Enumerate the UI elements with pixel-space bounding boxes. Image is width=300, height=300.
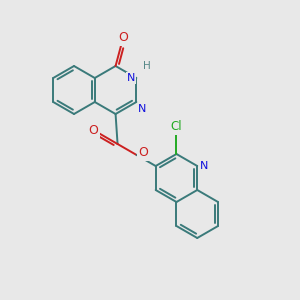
Text: H: H — [143, 61, 151, 71]
Text: O: O — [88, 124, 98, 136]
Text: O: O — [139, 146, 148, 160]
Text: Cl: Cl — [171, 121, 182, 134]
Text: N: N — [200, 161, 208, 171]
Text: O: O — [118, 31, 128, 44]
Text: N: N — [138, 104, 147, 114]
Text: N: N — [127, 73, 135, 83]
